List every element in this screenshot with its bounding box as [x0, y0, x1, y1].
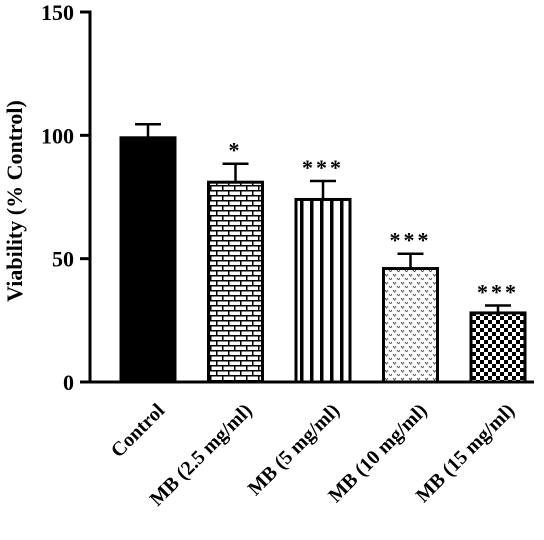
plot-area: **********: [119, 122, 527, 384]
bar: [469, 311, 527, 384]
bar: [294, 197, 352, 384]
y-axis: 0 50 100 150: [41, 0, 92, 395]
x-tick-label: MB (5 mg/ml): [244, 400, 344, 500]
significance-label: ***: [302, 155, 344, 180]
bar: [119, 136, 177, 384]
bar: [382, 267, 439, 384]
significance-label: ***: [477, 280, 519, 305]
y-tick-label: 0: [63, 370, 74, 395]
y-ticks: 0 50 100 150: [41, 0, 90, 395]
significance-label: ***: [390, 228, 432, 253]
y-tick-label: 50: [52, 247, 74, 272]
y-tick-label: 100: [41, 123, 74, 148]
y-tick-label: 150: [41, 0, 74, 25]
significance-label: *: [229, 138, 243, 163]
y-axis-title: Viability (% Control): [2, 100, 27, 302]
x-tick-label: Control: [107, 399, 170, 462]
bar: [207, 180, 264, 384]
